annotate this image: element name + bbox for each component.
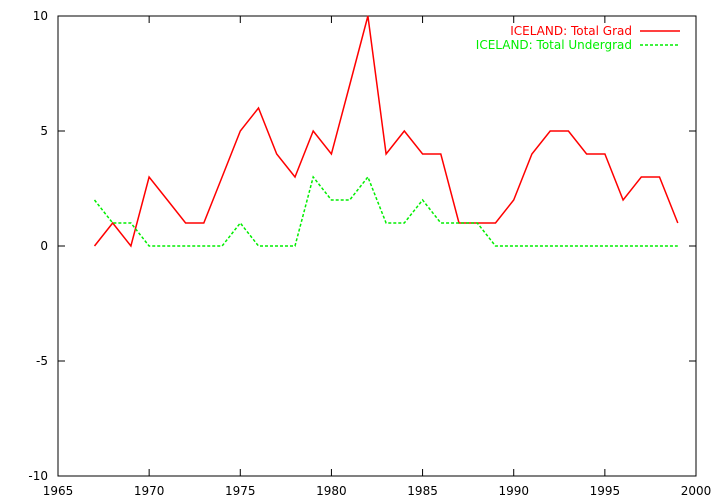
y-tick-label: 5 xyxy=(40,124,48,138)
y-tick-label: 10 xyxy=(33,9,48,23)
y-tick-label: -5 xyxy=(36,354,48,368)
legend-label: ICELAND: Total Undergrad xyxy=(476,38,632,52)
axis-ticks: -10 -5 0 5 10 1965 1970 1975 1980 1985 1990 1995 200… xyxy=(28,9,711,498)
x-tick-label: 1970 xyxy=(134,484,165,498)
x-tick-label: 1980 xyxy=(316,484,347,498)
series-layer xyxy=(93,15,679,248)
series-line-total-grad xyxy=(93,15,679,248)
x-tick-label: 1995 xyxy=(590,484,621,498)
x-tick-label: 1965 xyxy=(43,484,74,498)
x-tick-label: 1990 xyxy=(498,484,529,498)
legend-label: ICELAND: Total Grad xyxy=(510,24,632,38)
series-line-total-undergrad xyxy=(93,175,678,247)
x-tick-label: 2000 xyxy=(681,484,712,498)
y-tick-label: 0 xyxy=(40,239,48,253)
y-tick-label: -10 xyxy=(28,469,48,483)
x-tick-label: 1985 xyxy=(407,484,438,498)
x-tick-label: 1975 xyxy=(225,484,256,498)
